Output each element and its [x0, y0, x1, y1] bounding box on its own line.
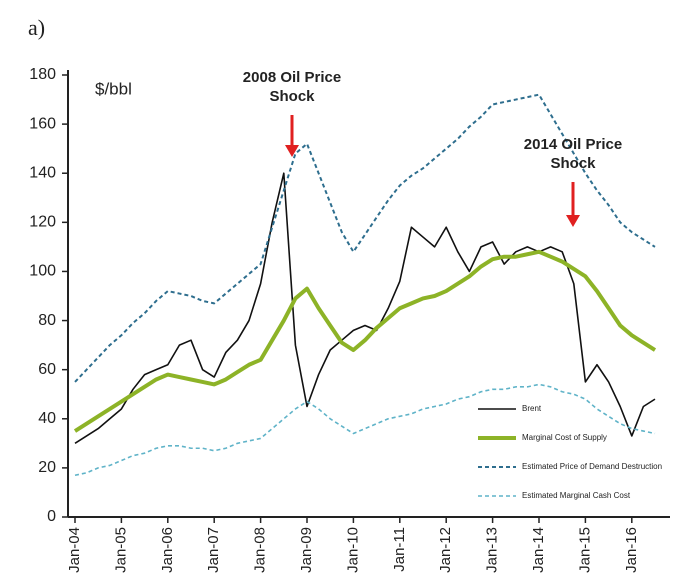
legend-label: Estimated Price of Demand Destruction [522, 462, 662, 471]
arrow-head [285, 145, 299, 157]
annotation: 2008 Oil Price [243, 69, 341, 86]
legend-label: Brent [522, 404, 542, 413]
x-tick-label: Jan-07 [205, 527, 222, 573]
arrow-head [566, 215, 580, 227]
x-tick-label: Jan-05 [112, 527, 129, 573]
x-tick-label: Jan-15 [576, 527, 593, 573]
x-tick-label: Jan-16 [623, 527, 640, 573]
x-tick-label: Jan-13 [484, 527, 501, 573]
unit-label: $/bbl [95, 79, 132, 98]
series-line [74, 383, 656, 477]
annotation: Shock [269, 88, 315, 105]
x-tick-label: Jan-04 [66, 527, 83, 573]
x-tick-label: Jan-14 [530, 527, 547, 573]
x-tick-label: Jan-06 [159, 527, 176, 573]
x-tick-label: Jan-08 [252, 527, 269, 573]
y-tick-label: 140 [29, 164, 56, 181]
annotation: Shock [550, 155, 596, 172]
panel-label: a) [28, 15, 45, 40]
y-tick-label: 80 [38, 312, 56, 329]
x-tick-label: Jan-11 [391, 527, 408, 572]
y-tick-label: 120 [29, 214, 56, 231]
y-tick-label: 160 [29, 115, 56, 132]
y-tick-label: 60 [38, 361, 56, 378]
x-tick-label: Jan-10 [344, 527, 361, 573]
y-tick-label: 180 [29, 66, 56, 83]
legend-label: Estimated Marginal Cash Cost [522, 491, 631, 500]
series-line [73, 249, 657, 433]
legend-label: Marginal Cost of Supply [522, 433, 607, 442]
y-tick-label: 0 [47, 508, 56, 525]
series-line [74, 172, 656, 445]
x-tick-label: Jan-09 [298, 527, 315, 573]
x-tick-label: Jan-12 [437, 527, 454, 573]
y-tick-label: 100 [29, 263, 56, 280]
annotation: 2014 Oil Price [524, 136, 622, 153]
series-line [74, 93, 656, 383]
y-tick-label: 40 [38, 410, 56, 427]
y-tick-label: 20 [38, 459, 56, 476]
